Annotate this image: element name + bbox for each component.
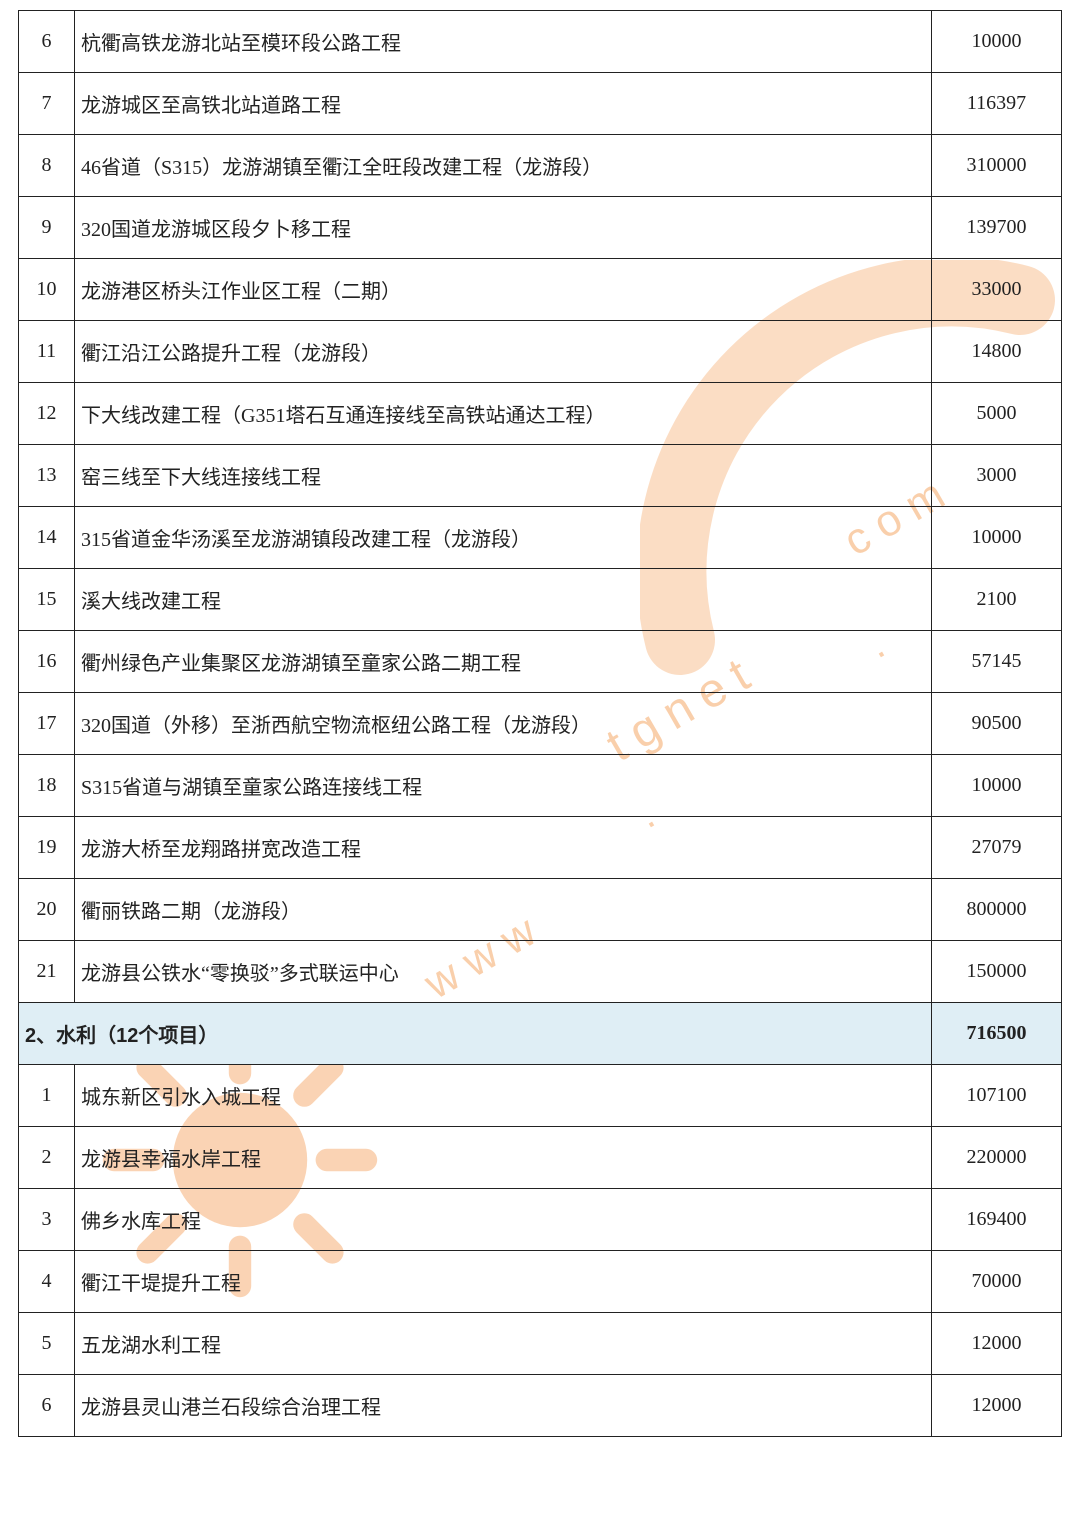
row-number: 13 xyxy=(19,445,75,507)
project-name: 315省道金华汤溪至龙游湖镇段改建工程（龙游段） xyxy=(75,507,932,569)
project-value: 10000 xyxy=(932,755,1062,817)
table-row: 10龙游港区桥头江作业区工程（二期）33000 xyxy=(19,259,1062,321)
row-number: 10 xyxy=(19,259,75,321)
project-name: 衢丽铁路二期（龙游段） xyxy=(75,879,932,941)
project-value: 220000 xyxy=(932,1127,1062,1189)
section-title: 2、水利（12个项目） xyxy=(19,1003,932,1065)
project-name: 衢江沿江公路提升工程（龙游段） xyxy=(75,321,932,383)
table-row: 3佛乡水库工程169400 xyxy=(19,1189,1062,1251)
project-value: 70000 xyxy=(932,1251,1062,1313)
row-number: 8 xyxy=(19,135,75,197)
table-row: 13窑三线至下大线连接线工程3000 xyxy=(19,445,1062,507)
row-number: 18 xyxy=(19,755,75,817)
project-name: 五龙湖水利工程 xyxy=(75,1313,932,1375)
table-row: 4衢江干堤提升工程70000 xyxy=(19,1251,1062,1313)
row-number: 1 xyxy=(19,1065,75,1127)
row-number: 12 xyxy=(19,383,75,445)
row-number: 19 xyxy=(19,817,75,879)
table-row: 19龙游大桥至龙翔路拼宽改造工程27079 xyxy=(19,817,1062,879)
project-name: 杭衢高铁龙游北站至模环段公路工程 xyxy=(75,11,932,73)
table-row: 846省道（S315）龙游湖镇至衢江全旺段改建工程（龙游段）310000 xyxy=(19,135,1062,197)
section-total: 716500 xyxy=(932,1003,1062,1065)
table-row: 2龙游县幸福水岸工程220000 xyxy=(19,1127,1062,1189)
project-value: 150000 xyxy=(932,941,1062,1003)
row-number: 2 xyxy=(19,1127,75,1189)
row-number: 4 xyxy=(19,1251,75,1313)
project-value: 57145 xyxy=(932,631,1062,693)
project-name: 龙游港区桥头江作业区工程（二期） xyxy=(75,259,932,321)
project-name: S315省道与湖镇至童家公路连接线工程 xyxy=(75,755,932,817)
row-number: 7 xyxy=(19,73,75,135)
project-name: 龙游县幸福水岸工程 xyxy=(75,1127,932,1189)
project-value: 2100 xyxy=(932,569,1062,631)
project-name: 龙游县公铁水“零换驳”多式联运中心 xyxy=(75,941,932,1003)
project-name: 龙游城区至高铁北站道路工程 xyxy=(75,73,932,135)
row-number: 11 xyxy=(19,321,75,383)
row-number: 14 xyxy=(19,507,75,569)
project-name: 衢州绿色产业集聚区龙游湖镇至童家公路二期工程 xyxy=(75,631,932,693)
project-name: 320国道（外移）至浙西航空物流枢纽公路工程（龙游段） xyxy=(75,693,932,755)
project-value: 3000 xyxy=(932,445,1062,507)
row-number: 6 xyxy=(19,11,75,73)
row-number: 15 xyxy=(19,569,75,631)
project-value: 310000 xyxy=(932,135,1062,197)
project-value: 10000 xyxy=(932,11,1062,73)
project-name: 龙游大桥至龙翔路拼宽改造工程 xyxy=(75,817,932,879)
table-row: 7龙游城区至高铁北站道路工程116397 xyxy=(19,73,1062,135)
table-row: 17320国道（外移）至浙西航空物流枢纽公路工程（龙游段）90500 xyxy=(19,693,1062,755)
project-value: 14800 xyxy=(932,321,1062,383)
project-value: 10000 xyxy=(932,507,1062,569)
project-value: 90500 xyxy=(932,693,1062,755)
project-value: 107100 xyxy=(932,1065,1062,1127)
table-row: 15溪大线改建工程2100 xyxy=(19,569,1062,631)
project-value: 139700 xyxy=(932,197,1062,259)
project-name: 溪大线改建工程 xyxy=(75,569,932,631)
project-table: 6杭衢高铁龙游北站至模环段公路工程100007龙游城区至高铁北站道路工程1163… xyxy=(18,10,1062,1437)
project-name: 衢江干堤提升工程 xyxy=(75,1251,932,1313)
project-name: 窑三线至下大线连接线工程 xyxy=(75,445,932,507)
row-number: 16 xyxy=(19,631,75,693)
row-number: 6 xyxy=(19,1375,75,1437)
project-table-container: 6杭衢高铁龙游北站至模环段公路工程100007龙游城区至高铁北站道路工程1163… xyxy=(0,0,1080,1447)
project-value: 169400 xyxy=(932,1189,1062,1251)
project-value: 5000 xyxy=(932,383,1062,445)
table-row: 1城东新区引水入城工程107100 xyxy=(19,1065,1062,1127)
table-row: 12下大线改建工程（G351塔石互通连接线至高铁站通达工程）5000 xyxy=(19,383,1062,445)
row-number: 17 xyxy=(19,693,75,755)
section-header-row: 2、水利（12个项目）716500 xyxy=(19,1003,1062,1065)
row-number: 5 xyxy=(19,1313,75,1375)
project-name: 320国道龙游城区段夕卜移工程 xyxy=(75,197,932,259)
table-row: 21龙游县公铁水“零换驳”多式联运中心150000 xyxy=(19,941,1062,1003)
project-name: 46省道（S315）龙游湖镇至衢江全旺段改建工程（龙游段） xyxy=(75,135,932,197)
row-number: 21 xyxy=(19,941,75,1003)
project-name: 下大线改建工程（G351塔石互通连接线至高铁站通达工程） xyxy=(75,383,932,445)
table-row: 18S315省道与湖镇至童家公路连接线工程10000 xyxy=(19,755,1062,817)
project-value: 33000 xyxy=(932,259,1062,321)
table-row: 6龙游县灵山港兰石段综合治理工程12000 xyxy=(19,1375,1062,1437)
row-number: 9 xyxy=(19,197,75,259)
table-row: 16衢州绿色产业集聚区龙游湖镇至童家公路二期工程57145 xyxy=(19,631,1062,693)
project-value: 116397 xyxy=(932,73,1062,135)
row-number: 3 xyxy=(19,1189,75,1251)
table-row: 11衢江沿江公路提升工程（龙游段）14800 xyxy=(19,321,1062,383)
table-row: 9320国道龙游城区段夕卜移工程139700 xyxy=(19,197,1062,259)
project-value: 27079 xyxy=(932,817,1062,879)
table-row: 20衢丽铁路二期（龙游段）800000 xyxy=(19,879,1062,941)
project-name: 城东新区引水入城工程 xyxy=(75,1065,932,1127)
project-value: 800000 xyxy=(932,879,1062,941)
project-value: 12000 xyxy=(932,1375,1062,1437)
table-row: 14315省道金华汤溪至龙游湖镇段改建工程（龙游段）10000 xyxy=(19,507,1062,569)
row-number: 20 xyxy=(19,879,75,941)
project-value: 12000 xyxy=(932,1313,1062,1375)
project-name: 龙游县灵山港兰石段综合治理工程 xyxy=(75,1375,932,1437)
table-row: 6杭衢高铁龙游北站至模环段公路工程10000 xyxy=(19,11,1062,73)
table-row: 5五龙湖水利工程12000 xyxy=(19,1313,1062,1375)
project-name: 佛乡水库工程 xyxy=(75,1189,932,1251)
